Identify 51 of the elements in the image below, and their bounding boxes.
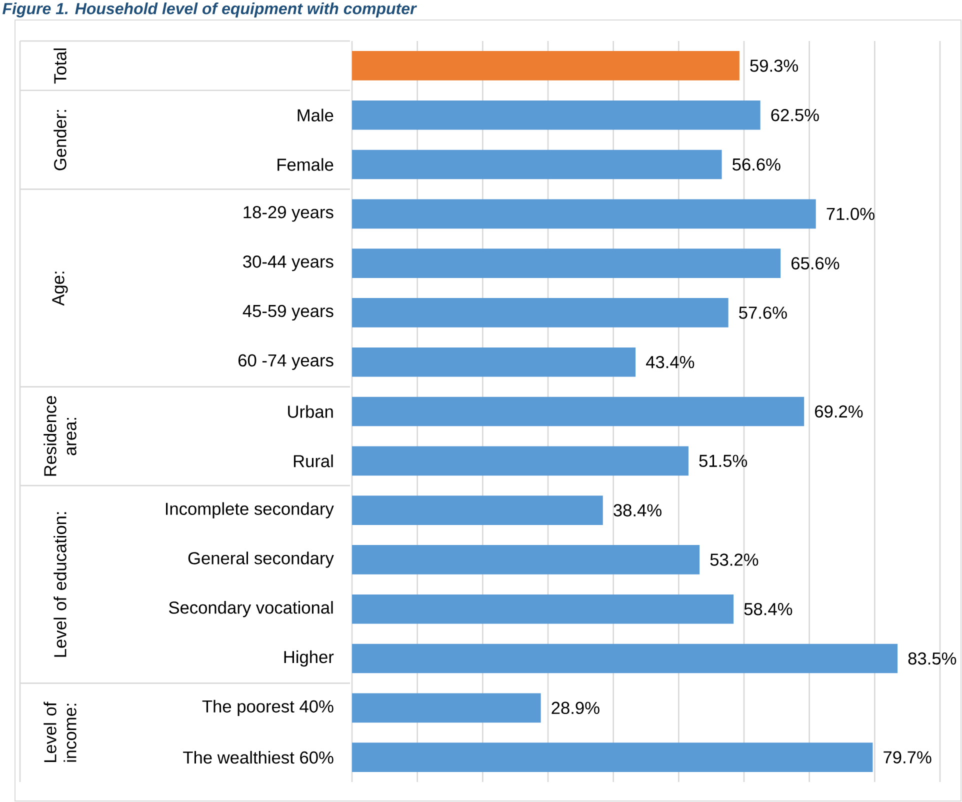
y-tick-label: The wealthiest 60% [183, 750, 334, 764]
y-tick-label: The poorest 40% [202, 700, 334, 716]
data-label: 62.5% [771, 108, 819, 122]
bar [352, 742, 873, 772]
text: Level of income: [44, 702, 76, 762]
y-tick-label: 60 -74 years [238, 354, 334, 370]
text: Level of education: [54, 512, 66, 657]
y-tick-label: Urban [288, 405, 333, 418]
bar [352, 347, 636, 377]
bar [352, 51, 740, 80]
y-tick-label: Female [278, 158, 334, 171]
y-tick-label: 45-59 years [242, 304, 334, 321]
bar [352, 545, 700, 574]
bar [352, 100, 760, 130]
bar [352, 298, 728, 328]
data-label: 65.6% [792, 257, 840, 270]
bar [352, 594, 734, 624]
data-label: 59.3% [750, 60, 798, 72]
text: Age: [52, 272, 68, 306]
y-tick-label: Incomplete secondary [166, 502, 334, 518]
data-label: 71.0% [826, 208, 874, 220]
data-label: 43.4% [646, 356, 694, 368]
data-label: 56.6% [732, 158, 780, 171]
bar [352, 644, 898, 674]
data-label: 38.4% [614, 504, 662, 516]
data-label: 57.6% [739, 306, 787, 319]
text: Gender: [54, 110, 66, 170]
y-tick-label: Secondary vocational [169, 601, 333, 618]
y-tick-label: Rural [294, 454, 333, 468]
data-label: 69.2% [815, 405, 863, 418]
bar [352, 396, 804, 426]
bar [352, 693, 541, 723]
text: Residence area: [44, 396, 76, 476]
bar [352, 150, 722, 180]
data-label: 51.5% [699, 454, 748, 468]
data-label: 53.2% [710, 554, 758, 566]
bar [352, 496, 603, 525]
y-tick-label: General secondary [188, 552, 334, 568]
text: Total [54, 48, 66, 84]
data-label: 79.7% [884, 751, 932, 764]
text: Figure 1. Household level of equipment with computer [2, 2, 417, 18]
y-tick-label: 18-29 years [244, 206, 334, 222]
bar [352, 248, 781, 278]
data-label: 58.4% [744, 602, 792, 616]
bar [352, 446, 688, 476]
data-label: 28.9% [552, 702, 600, 714]
data-label: 83.5% [908, 652, 956, 665]
bar [352, 199, 816, 229]
y-tick-label: 30-44 years [243, 255, 334, 272]
y-tick-label: Male [298, 108, 334, 122]
y-tick-label: Higher [284, 650, 334, 667]
